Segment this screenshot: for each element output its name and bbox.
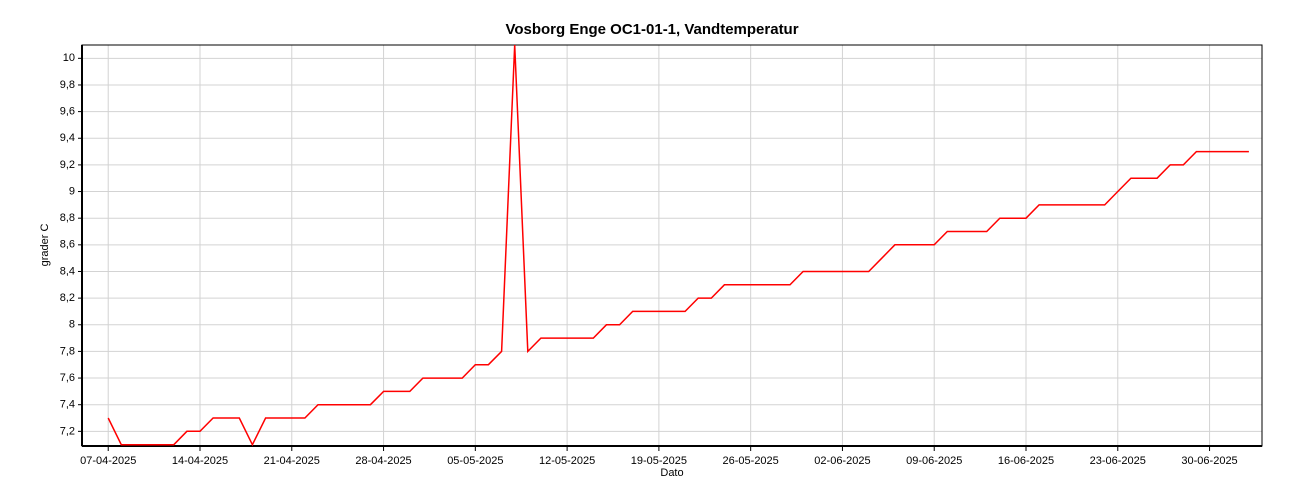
x-tick-label: 16-06-2025 (998, 455, 1054, 467)
y-tick-label: 7,6 (60, 372, 75, 384)
x-tick-label: 05-05-2025 (447, 455, 503, 467)
y-tick-label: 7,4 (60, 399, 75, 411)
x-tick-label: 09-06-2025 (906, 455, 962, 467)
x-tick-label: 02-06-2025 (814, 455, 870, 467)
y-tick-label: 8,4 (60, 265, 75, 277)
chart-title: Vosborg Enge OC1-01-1, Vandtemperatur (505, 21, 798, 38)
y-tick-label: 9,6 (60, 106, 75, 118)
y-axis-label: grader C (39, 224, 51, 267)
y-tick-label: 9,8 (60, 79, 75, 91)
x-tick-label: 07-04-2025 (80, 455, 136, 467)
x-tick-label: 14-04-2025 (172, 455, 228, 467)
x-tick-label: 30-06-2025 (1181, 455, 1237, 467)
y-tick-label: 8 (69, 319, 75, 331)
x-tick-label: 21-04-2025 (264, 455, 320, 467)
x-tick-label: 12-05-2025 (539, 455, 595, 467)
y-tick-label: 9,4 (60, 132, 75, 144)
x-axis-label: Dato (660, 467, 683, 479)
y-tick-label: 10 (63, 52, 75, 64)
y-tick-label: 9,2 (60, 159, 75, 171)
x-tick-label: 26-05-2025 (723, 455, 779, 467)
y-tick-label: 8,2 (60, 292, 75, 304)
y-tick-label: 8,6 (60, 239, 75, 251)
y-tick-label: 9 (69, 185, 75, 197)
plot-frame (81, 44, 1263, 447)
data-line (107, 44, 1249, 447)
x-tick-label: 23-06-2025 (1090, 455, 1146, 467)
y-tick-label: 7,8 (60, 345, 75, 357)
y-tick-label: 7,2 (60, 425, 75, 437)
x-tick-label: 28-04-2025 (355, 455, 411, 467)
x-tick-label: 19-05-2025 (631, 455, 687, 467)
y-tick-label: 8,8 (60, 212, 75, 224)
